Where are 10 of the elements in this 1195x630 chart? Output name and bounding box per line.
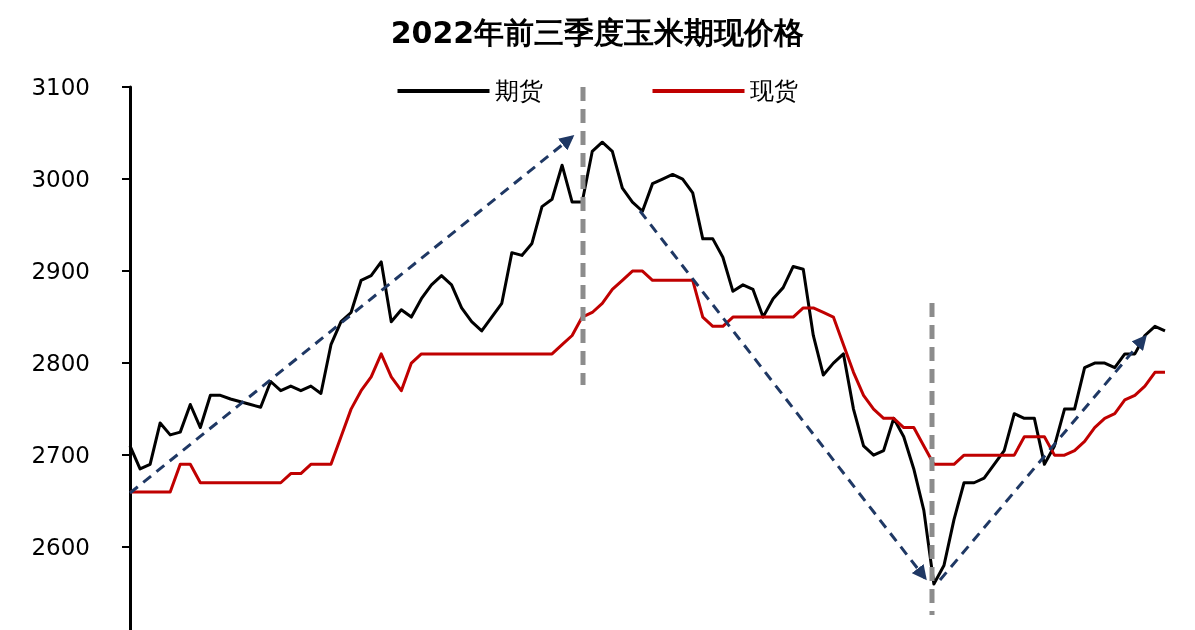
legend-label: 现货 — [749, 77, 798, 105]
y-tick-label: 2900 — [31, 258, 90, 285]
legend-label: 期货 — [494, 77, 543, 105]
y-tick-label: 3000 — [31, 166, 90, 193]
line-series — [128, 269, 1167, 494]
y-tick-label: 3100 — [31, 74, 90, 100]
y-tick-label: 2600 — [31, 534, 90, 561]
chart-title: 2022年前三季度玉米期现价格 — [390, 14, 805, 50]
y-tick-label: 2800 — [31, 350, 90, 377]
y-tick-label: 2700 — [31, 442, 90, 469]
